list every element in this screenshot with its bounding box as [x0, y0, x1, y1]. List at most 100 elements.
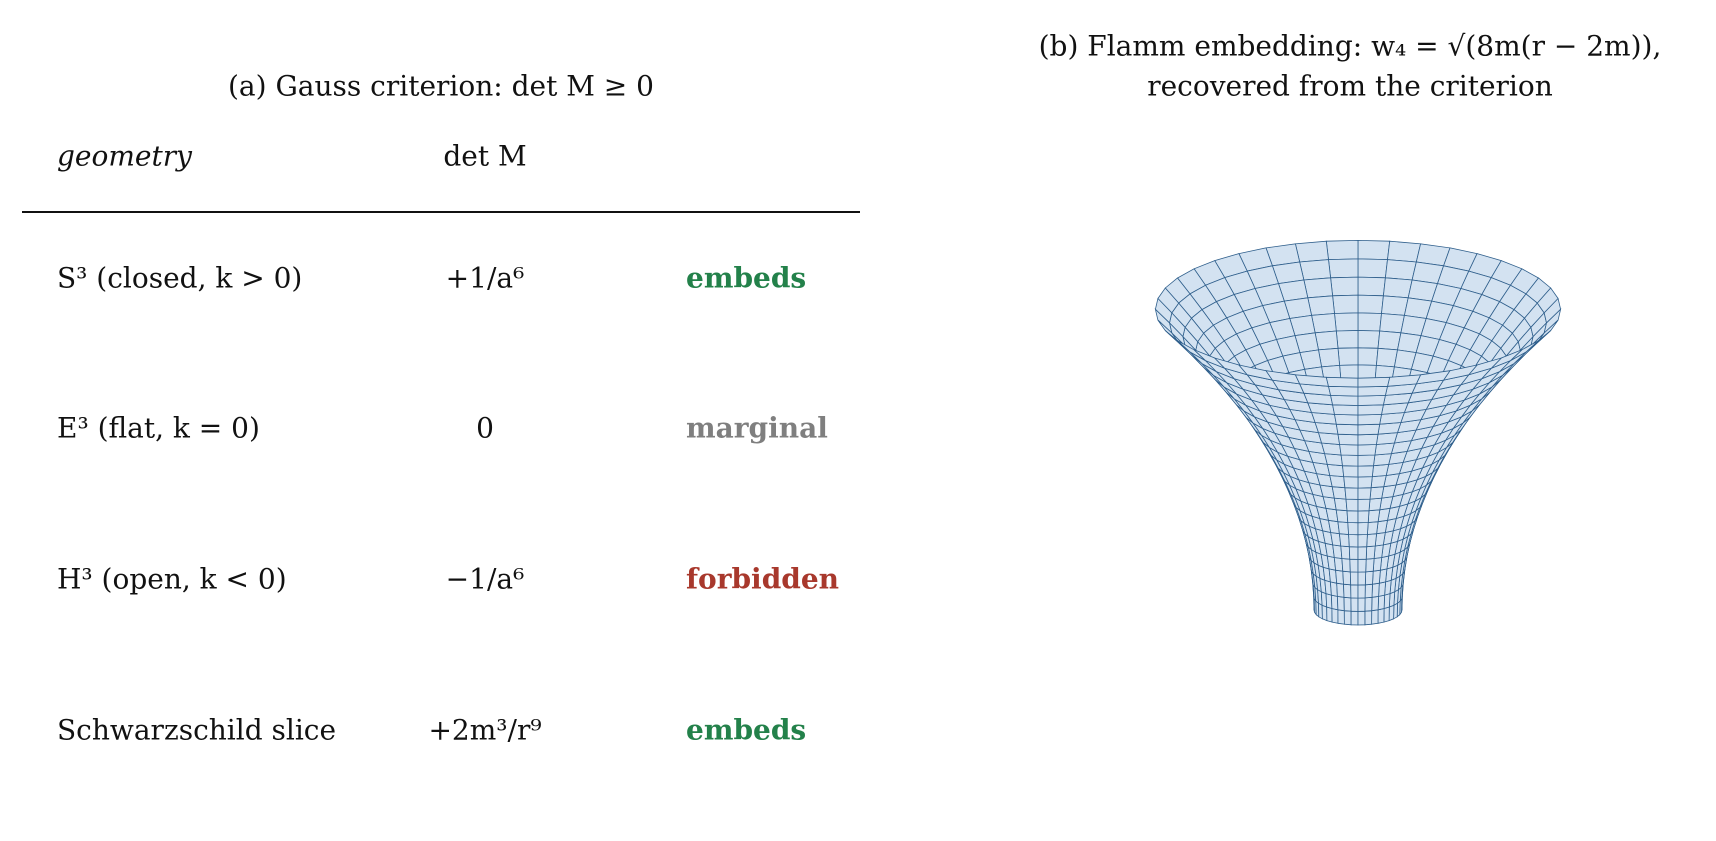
geometry-cell: H³ (open, k < 0) [57, 563, 287, 596]
status-cell: embeds [686, 262, 806, 295]
surface-patch [1364, 570, 1374, 586]
surface-patch [1348, 546, 1359, 560]
surface-patch [1364, 583, 1373, 599]
surface-patch [1357, 376, 1391, 388]
flamm-surface [1154, 239, 1562, 626]
surface-patch [1330, 276, 1359, 297]
surface-patch [1331, 486, 1347, 500]
surface-patch [1330, 394, 1359, 406]
surface-patch [1341, 558, 1351, 573]
surface-patch [1334, 413, 1359, 426]
surface-patch [1318, 347, 1341, 368]
surface-patch [1336, 582, 1345, 598]
surface-patch [1347, 522, 1359, 536]
panel-b-title: (b) Flamm embedding: w₄ = √(8m(r − 2m)), [1039, 30, 1662, 63]
surface-patch [1329, 475, 1346, 489]
surface-patch [1321, 604, 1328, 622]
surface-patch [1383, 593, 1391, 610]
surface-patch [1384, 259, 1417, 281]
surface-patch [1335, 509, 1349, 523]
surface-patch [1364, 610, 1373, 626]
surface-patch [1350, 610, 1359, 626]
surface-patch [1357, 510, 1370, 524]
surface-patch [1377, 594, 1386, 611]
surface-patch [1365, 545, 1376, 560]
surface-patch [1321, 442, 1342, 456]
surface-patch [1387, 240, 1422, 263]
surface-patch [1338, 533, 1350, 548]
det-cell: +2m³/r⁹ [428, 714, 541, 747]
surface-patch [1337, 433, 1359, 446]
header-cell: geometry [57, 140, 193, 173]
surface-patch [1357, 558, 1367, 573]
surface-patch [1349, 571, 1359, 586]
surface-patch [1366, 521, 1379, 535]
surface-patch [1325, 593, 1333, 610]
surface-patch [1342, 570, 1352, 586]
surface-patch [1339, 444, 1359, 456]
surface-patch [1357, 465, 1374, 478]
surface-patch [1388, 604, 1395, 622]
surface-patch [1343, 596, 1352, 612]
surface-patch [1299, 259, 1332, 281]
panel-a-title: (a) Gauss criterion: det M ≥ 0 [228, 70, 654, 103]
surface-patch [1357, 454, 1376, 467]
surface-patch [1377, 608, 1385, 624]
surface-patch [1335, 330, 1359, 349]
surface-patch [1303, 277, 1334, 299]
surface-patch [1372, 569, 1381, 585]
surface-patch [1342, 465, 1359, 478]
surface-patch [1294, 240, 1329, 263]
surface-patch [1357, 571, 1367, 586]
surface-patch [1350, 597, 1359, 612]
surface-patch [1357, 546, 1368, 560]
surface-patch [1357, 498, 1371, 512]
surface-patch [1332, 294, 1359, 314]
surface-patch [1311, 313, 1337, 334]
surface-patch [1357, 330, 1381, 349]
surface-patch [1357, 239, 1391, 261]
surface-patch [1343, 476, 1359, 489]
surface-patch [1357, 597, 1366, 612]
surface-patch [1357, 423, 1381, 436]
surface-patch [1350, 584, 1359, 599]
surface-patch [1357, 522, 1369, 536]
surface-patch [1340, 545, 1351, 560]
surface-patch [1324, 453, 1343, 467]
geometry-cell: E³ (flat, k = 0) [57, 412, 260, 445]
surface-patch [1379, 313, 1405, 334]
surface-patch [1373, 453, 1392, 467]
surface-patch [1325, 376, 1359, 388]
surface-patch [1334, 312, 1359, 332]
surface-patch [1371, 595, 1380, 612]
surface-patch [1336, 595, 1345, 612]
surface-patch [1337, 347, 1359, 366]
surface-patch [1357, 476, 1373, 489]
surface-patch [1366, 533, 1378, 548]
surface-patch [1327, 385, 1359, 397]
surface-patch [1357, 433, 1379, 446]
surface-patch [1357, 444, 1377, 456]
surface-patch [1325, 239, 1359, 261]
surface-patch [1346, 510, 1359, 524]
surface-patch [1368, 497, 1383, 512]
surface-patch [1357, 394, 1386, 406]
surface-patch [1314, 330, 1339, 351]
surface-patch [1333, 497, 1348, 512]
surface-patch [1382, 277, 1413, 299]
surface-patch [1371, 463, 1390, 478]
surface-patch [1337, 521, 1350, 535]
header-cell: det M [443, 140, 526, 173]
surface-patch [1307, 295, 1335, 316]
surface-patch [1357, 347, 1379, 366]
geometry-cell: Schwarzschild slice [57, 714, 336, 747]
surface-patch [1365, 558, 1375, 573]
surface-patch [1326, 463, 1345, 478]
surface-patch [1377, 330, 1402, 351]
surface-patch [1357, 312, 1382, 332]
det-cell: +1/a⁶ [446, 262, 525, 295]
surface-patch [1343, 610, 1352, 626]
surface-patch [1364, 596, 1373, 612]
surface-patch [1367, 509, 1381, 523]
surface-patch [1374, 442, 1395, 456]
